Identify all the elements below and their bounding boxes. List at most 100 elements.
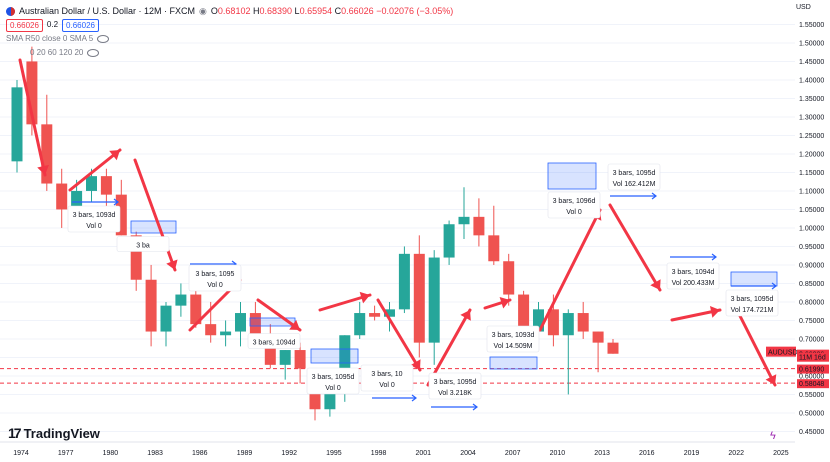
price-badge-text: 0.58048 xyxy=(799,381,824,388)
time-tick-label: 1977 xyxy=(58,450,74,457)
settings-icon[interactable]: ◉ xyxy=(199,6,207,16)
candle xyxy=(458,216,470,225)
candle xyxy=(503,261,515,295)
measure-label-box xyxy=(67,205,121,233)
time-tick-label: 1980 xyxy=(103,450,119,457)
measure-label-box xyxy=(428,372,482,400)
measure-label-text: Vol 3.218K xyxy=(438,390,472,397)
drawing-tools xyxy=(72,162,778,411)
trend-arrow-head-icon xyxy=(410,359,421,370)
measure-label-text: Vol 162.412M xyxy=(613,181,656,188)
measure-label-text: 3 bars, 1093d xyxy=(492,332,535,339)
trend-arrow-line xyxy=(68,148,122,192)
trend-arrow-line xyxy=(18,58,47,177)
time-tick-label: 2004 xyxy=(460,450,476,457)
arrow-head-icon xyxy=(771,282,777,290)
candle xyxy=(488,235,500,262)
measure-label-text: 3 bars, 1095 xyxy=(196,271,235,278)
sell-button[interactable]: 0.66026 xyxy=(6,18,43,32)
change-value: −0.02076 (−3.05%) xyxy=(376,6,454,16)
measure-label-box xyxy=(360,364,414,392)
time-tick-label: 2022 xyxy=(728,450,744,457)
time-tick-label: 2001 xyxy=(416,450,432,457)
flash-icon[interactable]: ϟ xyxy=(770,430,776,442)
indicator-params-label[interactable]: 0 20 60 120 20 xyxy=(30,48,84,57)
candle xyxy=(26,61,38,125)
candle xyxy=(279,350,291,365)
candle xyxy=(354,313,366,336)
grid xyxy=(0,23,795,432)
tradingview-logo[interactable]: 17 TradingView xyxy=(8,425,100,441)
time-tick-label: 1989 xyxy=(237,450,253,457)
price-tick-label: 1.55000 xyxy=(799,22,824,29)
candle xyxy=(413,253,425,343)
arrow-head-icon xyxy=(711,253,717,261)
candle xyxy=(264,335,276,365)
arrow-head-icon xyxy=(651,192,657,200)
date-range-box xyxy=(130,220,177,234)
trend-arrow-head-icon xyxy=(37,164,49,175)
trend-arrow-head-icon xyxy=(765,374,777,385)
ohlc-values: O0.68102 H0.68390 L0.65954 C0.66026 −0.0… xyxy=(210,6,454,16)
time-tick-label: 1974 xyxy=(13,450,29,457)
price-tick-label: 1.50000 xyxy=(799,40,824,47)
indicator-sma-label[interactable]: SMA R50 close 0 SMA 5 xyxy=(6,34,94,43)
price-tick-label: 1.45000 xyxy=(799,59,824,66)
trend-arrow-head-icon xyxy=(289,319,300,330)
price-tick-label: 1.10000 xyxy=(799,188,824,195)
candle xyxy=(562,313,574,336)
candle xyxy=(175,294,187,306)
price-tick-label: 1.35000 xyxy=(799,96,824,103)
measure-label-text: 3 bars, 1094d xyxy=(672,269,715,276)
price-axis[interactable]: 1.55000 1.50000 1.45000 1.40000 1.35000 1.300… xyxy=(766,0,830,462)
candle xyxy=(71,190,83,210)
candle xyxy=(577,313,589,332)
measure-label-text: 3 ba xyxy=(136,243,150,250)
trend-arrow-line xyxy=(426,308,472,387)
candle xyxy=(220,331,232,336)
measure-label-text: Vol 0 xyxy=(325,385,341,392)
buy-button[interactable]: 0.66026 xyxy=(62,18,99,32)
measure-label-text: Vol 0 xyxy=(379,382,395,389)
price-tick-label: 0.90000 xyxy=(799,262,824,269)
time-tick-label: 2019 xyxy=(684,450,700,457)
eye-icon[interactable] xyxy=(87,49,100,57)
price-tick-label: 1.40000 xyxy=(799,77,824,84)
measure-label-text: Vol 14.509M xyxy=(494,343,533,350)
symbol-title[interactable]: Australian Dollar / U.S. Dollar · 12M · … xyxy=(19,6,196,16)
price-tick-label: 0.95000 xyxy=(799,244,824,251)
measure-label-box xyxy=(607,163,661,191)
currency-label[interactable]: USD xyxy=(796,4,811,11)
date-range-box xyxy=(489,356,538,370)
trend-arrow-line xyxy=(608,203,662,292)
candle xyxy=(11,87,23,162)
candle xyxy=(592,331,604,343)
symbol-flag-icon xyxy=(6,6,15,16)
time-tick-label: 1995 xyxy=(326,450,342,457)
candle xyxy=(56,183,68,210)
price-tick-label: 0.85000 xyxy=(799,281,824,288)
candle xyxy=(324,390,336,410)
time-axis[interactable]: 1974 1977 1980 1983 1986 1989 1992 1995 1998 2001… xyxy=(0,441,795,457)
price-tick-label: 0.75000 xyxy=(799,318,824,325)
candle xyxy=(473,216,485,236)
measure-label-text: 3 bars, 1096d xyxy=(553,198,596,205)
candle xyxy=(190,294,202,325)
date-range-box xyxy=(547,162,597,190)
candle xyxy=(443,224,455,258)
measure-label-box xyxy=(725,289,779,317)
candle xyxy=(160,305,172,332)
candle xyxy=(369,313,381,317)
candle xyxy=(384,309,395,317)
measure-label-text: 3 bars, 1095d xyxy=(731,296,774,303)
date-range-box xyxy=(730,271,778,287)
price-badge-text: 0.61990 xyxy=(799,367,824,374)
time-tick-label: 1992 xyxy=(281,450,297,457)
eye-icon[interactable] xyxy=(97,35,110,43)
price-tick-label: 1.15000 xyxy=(799,170,824,177)
price-tick-label: 1.20000 xyxy=(799,151,824,158)
measure-label-text: 3 bars, 1095d xyxy=(312,374,355,381)
arrow-head-icon xyxy=(411,394,417,402)
symbol-badge-text: AUDUSD xyxy=(768,350,798,357)
